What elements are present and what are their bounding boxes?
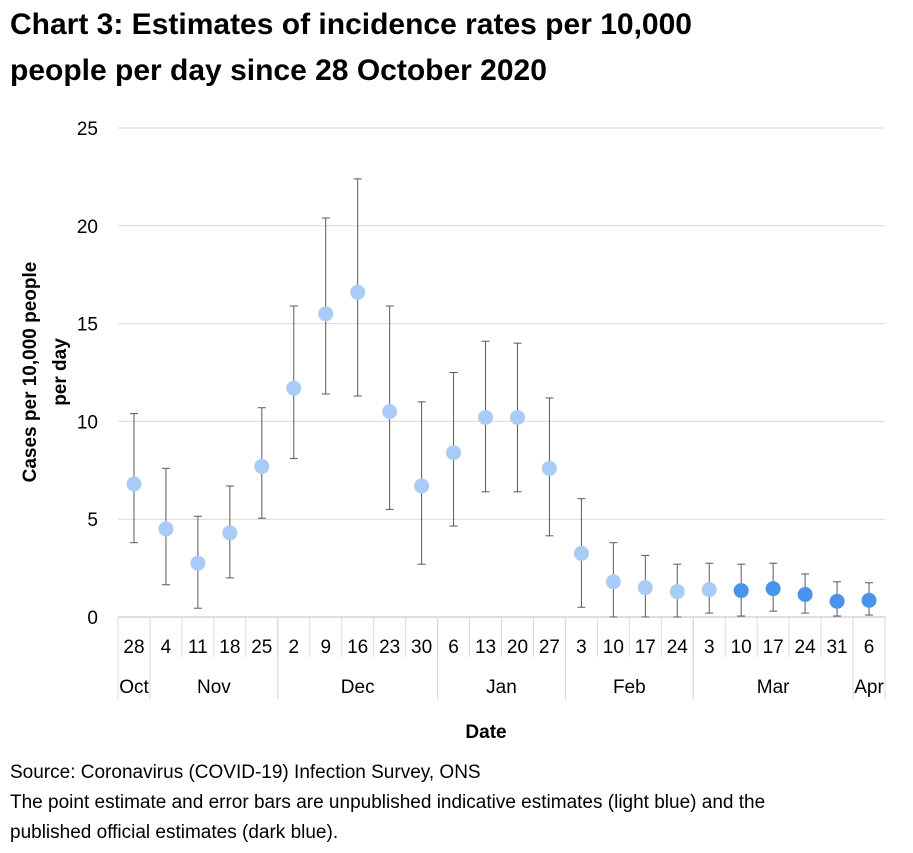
chart-title: Chart 3: Estimates of incidence rates pe… (10, 8, 692, 41)
x-axis-title: Date (465, 722, 506, 743)
point (701, 582, 717, 598)
x-tick-label: 10 (731, 637, 752, 658)
point (446, 445, 462, 461)
x-tick-label: 4 (161, 637, 172, 658)
x-tick-label: 3 (576, 637, 587, 658)
x-tick-label: 27 (539, 637, 560, 658)
x-tick-label: 31 (826, 637, 847, 658)
y-tick-label: 10 (77, 412, 98, 433)
month-label: Mar (757, 677, 790, 698)
x-tick-label: 13 (475, 637, 496, 658)
point (126, 476, 142, 492)
point (222, 525, 238, 541)
y-axis-title: per day (50, 338, 71, 406)
month-label: Jan (486, 677, 517, 698)
point (158, 521, 174, 537)
point (254, 458, 270, 474)
x-tick-label: 20 (507, 637, 528, 658)
note: Source: Coronavirus (COVID-19) Infection… (10, 762, 481, 783)
x-tick-label: 6 (864, 637, 875, 658)
month-label: Feb (613, 677, 646, 698)
y-tick-label: 0 (87, 608, 98, 629)
point (797, 587, 813, 603)
point (829, 593, 845, 609)
x-tick-label: 25 (251, 637, 272, 658)
x-tick-label: 23 (379, 637, 400, 658)
point (350, 284, 366, 300)
point (478, 409, 494, 425)
point (318, 306, 334, 322)
x-tick-label: 24 (795, 637, 817, 658)
point (414, 478, 430, 494)
y-tick-label: 15 (77, 315, 98, 336)
chart-title: people per day since 28 October 2020 (10, 54, 547, 87)
y-tick-label: 5 (87, 510, 98, 531)
x-tick-label: 16 (347, 637, 368, 658)
point (637, 580, 653, 596)
y-tick-label: 25 (77, 119, 98, 140)
month-label: Dec (341, 677, 375, 698)
note: published official estimates (dark blue)… (10, 822, 338, 843)
x-tick-label: 6 (448, 637, 459, 658)
x-tick-label: 2 (288, 637, 299, 658)
point (509, 409, 525, 425)
x-tick-label: 18 (219, 637, 240, 658)
point (861, 592, 877, 608)
point (605, 574, 621, 590)
point (765, 581, 781, 597)
error-bar (321, 217, 330, 395)
point (286, 380, 302, 396)
note: The point estimate and error bars are un… (10, 792, 765, 813)
x-tick-label: 17 (763, 637, 784, 658)
y-axis-title: Cases per 10,000 people (20, 262, 41, 483)
point (733, 583, 749, 599)
x-tick-label: 28 (123, 637, 144, 658)
month-label: Apr (854, 677, 884, 698)
x-tick-label: 10 (603, 637, 624, 658)
x-tick-label: 30 (411, 637, 432, 658)
x-tick-label: 24 (667, 637, 689, 658)
month-label: Nov (197, 677, 231, 698)
point (382, 404, 398, 420)
month-label: Oct (119, 677, 149, 698)
x-tick-label: 3 (704, 637, 715, 658)
x-tick-label: 11 (188, 637, 208, 658)
y-tick-label: 20 (77, 217, 98, 238)
point (669, 584, 685, 600)
x-tick-label: 17 (635, 637, 656, 658)
point (190, 555, 206, 571)
x-tick-label: 9 (320, 637, 331, 658)
point (541, 460, 557, 476)
point (573, 545, 589, 561)
